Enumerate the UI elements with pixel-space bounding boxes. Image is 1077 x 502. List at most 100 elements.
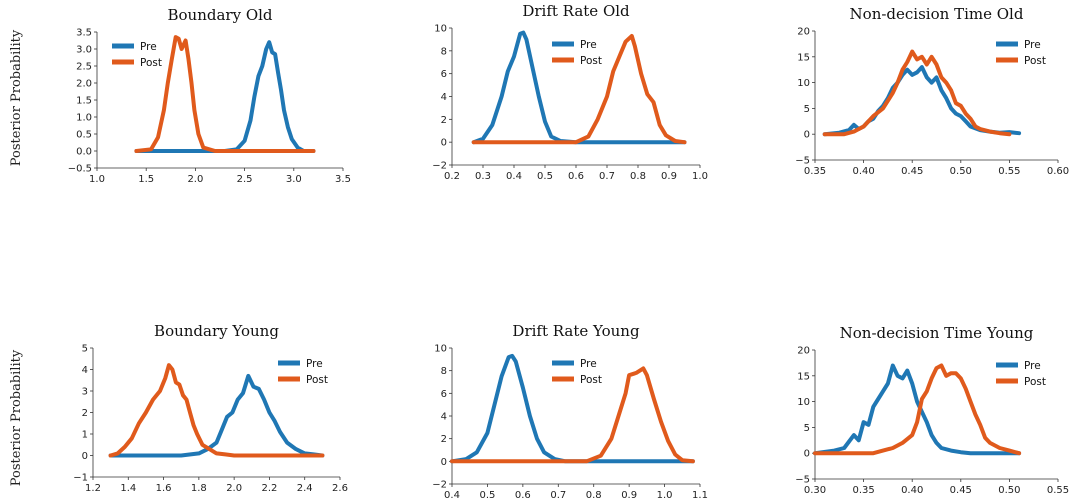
y-tick-label: −5 — [795, 156, 810, 167]
legend: Pre Post — [996, 39, 1046, 67]
chart-title: Boundary Young — [154, 322, 279, 340]
y-tick-label: 10 — [434, 24, 447, 35]
x-tick-label: 0.50 — [950, 166, 972, 177]
x-tick-label: 2.4 — [297, 483, 313, 494]
x-tick-label: 1.4 — [120, 483, 136, 494]
x-tick-label: 0.8 — [586, 490, 602, 501]
series-line-post — [108, 363, 325, 458]
x-tick-label: 1.8 — [191, 483, 207, 494]
y-tick-label: 0 — [441, 457, 447, 468]
series-line-post — [134, 35, 316, 153]
x-tick-label: 0.7 — [550, 490, 566, 501]
x-tick-label: 0.7 — [599, 171, 615, 182]
y-axis-label-bottom: Posterior Probability — [9, 349, 24, 486]
y-tick-label: 15 — [797, 52, 810, 63]
legend-label-post: Post — [1024, 55, 1046, 67]
x-tick-label: 1.0 — [692, 171, 708, 182]
y-tick-label: 6 — [441, 389, 447, 400]
x-tick-label: 0.9 — [661, 171, 677, 182]
chart-title: Non-decision Time Young — [840, 324, 1034, 342]
x-tick-label: 1.5 — [138, 174, 154, 185]
y-tick-label: 2 — [82, 408, 88, 419]
panel-drift-rate-old: Drift Rate Old −2 0 2 4 6 8 10 0.2 0.3 0.4 0.5 0.6 0.… — [432, 2, 708, 182]
panel-drift-rate-young: Drift Rate Young −2 0 2 4 6 8 10 0.4 0.5 0.6 0.7 0.8… — [432, 322, 708, 501]
chart-title: Boundary Old — [167, 6, 272, 24]
y-tick-label: 2 — [441, 434, 447, 445]
y-tick-label: −1 — [73, 473, 88, 484]
series-line-post — [813, 363, 1022, 456]
x-tick-label: 0.55 — [998, 166, 1020, 177]
chart-title: Drift Rate Young — [512, 322, 640, 340]
panel-boundary-old: Boundary Old −0.5 0.0 0.5 1.0 1.5 2.0 2.5 3.0 3.5… — [68, 6, 351, 185]
legend-label-post: Post — [580, 374, 602, 386]
x-tick-label: 0.45 — [950, 485, 972, 496]
x-tick-label: 0.5 — [479, 490, 495, 501]
x-tick-label: 1.2 — [85, 483, 101, 494]
x-tick-label: 2.0 — [226, 483, 242, 494]
y-tick-label: 3 — [82, 387, 88, 398]
y-tick-label: 0 — [804, 130, 810, 141]
y-tick-label: 8 — [441, 366, 447, 377]
series-line-pre — [822, 65, 1022, 137]
x-tick-label: 0.4 — [444, 490, 460, 501]
legend: Pre Post — [552, 358, 602, 386]
panel-non-decision-time-young: Non-decision Time Young −5 0 5 10 15 20 0.30 0.3… — [795, 324, 1069, 496]
series-line-post — [450, 366, 695, 464]
y-tick-label: 10 — [434, 344, 447, 355]
chart-title: Drift Rate Old — [522, 2, 630, 20]
y-tick-label: 3.5 — [76, 28, 92, 39]
y-tick-label: 0.0 — [76, 147, 92, 158]
y-tick-label: 20 — [797, 346, 810, 357]
legend-label-post: Post — [580, 55, 602, 67]
y-tick-label: 4 — [441, 412, 447, 423]
series-line-post — [822, 49, 1012, 137]
legend-label-pre: Pre — [306, 358, 323, 370]
y-tick-label: 15 — [797, 371, 810, 382]
chart-panels: Boundary Old −0.5 0.0 0.5 1.0 1.5 2.0 2.5 3.0 3.5… — [68, 2, 1069, 501]
legend: Pre Post — [552, 39, 602, 67]
series-line-pre — [450, 353, 695, 464]
y-tick-label: 10 — [797, 78, 810, 89]
y-tick-label: 1.0 — [76, 113, 92, 124]
x-tick-label: 0.55 — [1047, 485, 1069, 496]
y-tick-label: 8 — [441, 46, 447, 57]
legend-label-pre: Pre — [1024, 360, 1041, 372]
x-tick-label: 2.0 — [187, 174, 203, 185]
x-tick-label: 0.5 — [537, 171, 553, 182]
legend-label-pre: Pre — [580, 358, 597, 370]
y-tick-label: 4 — [441, 92, 447, 103]
x-tick-label: 2.5 — [237, 174, 253, 185]
x-tick-label: 1.6 — [156, 483, 172, 494]
panel-boundary-young: Boundary Young −1 0 1 2 3 4 5 1.2 1.4 1.6 1.8 2.0 2.2… — [73, 322, 348, 494]
y-tick-label: 2 — [441, 115, 447, 126]
y-tick-label: 20 — [797, 27, 810, 38]
y-tick-label: 5 — [82, 344, 88, 355]
y-tick-label: 2.5 — [76, 62, 92, 73]
x-tick-label: 0.50 — [998, 485, 1020, 496]
y-tick-label: 0 — [804, 449, 810, 460]
series-line-pre — [813, 363, 1022, 456]
y-tick-label: 0 — [441, 138, 447, 149]
y-tick-label: 3.0 — [76, 45, 92, 56]
legend-label-pre: Pre — [140, 41, 157, 53]
x-tick-label: 0.35 — [804, 166, 826, 177]
x-tick-label: 0.60 — [1047, 166, 1069, 177]
x-tick-label: 0.3 — [475, 171, 491, 182]
x-tick-label: 2.2 — [261, 483, 277, 494]
legend-label-post: Post — [140, 57, 162, 69]
series-line-post — [471, 34, 687, 145]
x-tick-label: 0.4 — [506, 171, 522, 182]
x-tick-label: 0.2 — [444, 171, 460, 182]
y-tick-label: 1 — [82, 430, 88, 441]
y-tick-label: −2 — [432, 480, 447, 491]
x-tick-label: 1.1 — [692, 490, 708, 501]
panel-non-decision-time-old: Non-decision Time Old −5 0 5 10 15 20 0.35 0.40 0… — [795, 5, 1069, 177]
y-tick-label: 5 — [804, 104, 810, 115]
legend-label-pre: Pre — [1024, 39, 1041, 51]
series-line-pre — [134, 40, 316, 153]
legend: Pre Post — [996, 360, 1046, 388]
y-tick-label: 1.5 — [76, 96, 92, 107]
x-tick-label: 0.9 — [621, 490, 637, 501]
x-tick-label: 0.8 — [630, 171, 646, 182]
